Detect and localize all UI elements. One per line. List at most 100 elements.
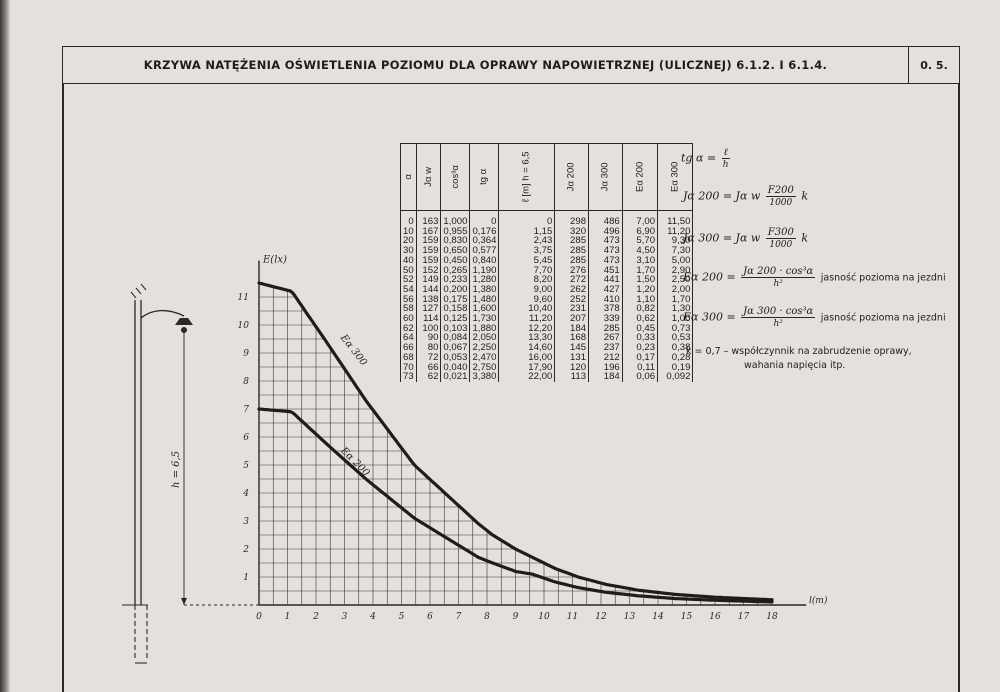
table-cell: 10,40 [498, 304, 556, 315]
table-cell: 1,380 [469, 285, 500, 295]
table-row: 62 100 0,103 1,880 12,20 184 285 0,45 0,73 [400, 324, 694, 334]
x-tick-label: 12 [595, 612, 607, 622]
table-header-cell: tg α [469, 143, 500, 211]
x-tick-label: 3 [342, 612, 348, 622]
chart-curves [257, 281, 774, 604]
y-tick-label: 4 [242, 489, 249, 499]
x-tick-label: 1 [285, 612, 291, 622]
table-cell: 3,380 [469, 372, 500, 382]
table-cell: 73 [400, 372, 417, 382]
table-row: 40 159 0,450 0,840 5,45 285 473 3,10 5,00 [400, 256, 694, 266]
table-cell: 1,480 [469, 294, 500, 305]
pole-insulator [130, 291, 137, 299]
curve-Eα-200 [257, 407, 774, 604]
table-cell: 0,364 [469, 236, 500, 247]
table-cell: 22,00 [498, 372, 556, 382]
x-axis-title: l(m) [809, 595, 828, 606]
table-cell: 1,15 [498, 226, 556, 237]
frame-right-border [958, 84, 960, 692]
formula-e200-num: Jα 200 · cos³α [741, 266, 816, 278]
formula-e200-lhs: Eα 200 = [683, 270, 736, 284]
table-header-cell: α [400, 143, 417, 211]
formula-j200-k: k [801, 189, 808, 203]
x-tick-label: 9 [513, 612, 519, 622]
chart-grid [258, 283, 773, 605]
table-header-cell: Eα 200 [621, 143, 659, 211]
x-tick-label: 18 [766, 612, 778, 622]
y-tick-label: 8 [243, 377, 249, 387]
frame-left-border [62, 84, 64, 692]
table-cell: 1,190 [469, 265, 500, 276]
formula-j300-k: k [801, 231, 808, 245]
page-code: 0. 5. [920, 58, 948, 72]
formula-j300-den: 1000 [769, 240, 793, 250]
table-header-label: ℓ [m] h = 6,5 [521, 151, 533, 203]
table-cell: 11,20 [498, 314, 556, 324]
page-binding-edge [0, 0, 10, 692]
x-tick-label: 2 [312, 612, 319, 622]
lamp-pole-drawing: h = 6,5 [122, 283, 259, 664]
y-tick-label: 11 [238, 293, 249, 303]
table-row: 0 163 1,000 0 0 298 486 7,00 11,50 [400, 210, 694, 227]
pole-insulator [135, 287, 142, 295]
lamp-head [175, 318, 193, 325]
table-header-cell: Eα 300 [657, 143, 694, 211]
formula-e300-num: Jα 300 · cos³α [741, 306, 816, 318]
table-row: 64 90 0,084 2,050 13,30 168 267 0,33 0,53 [400, 333, 694, 344]
height-arrow [181, 598, 187, 605]
pole-insulator [140, 283, 147, 291]
table-cell: 8,20 [498, 275, 556, 285]
table-header-label: Jα 200 [565, 162, 577, 192]
table-cell: 0,38 [657, 343, 694, 353]
x-tick-label: 5 [399, 612, 405, 622]
pole-height-label: h = 6,5 [171, 451, 182, 488]
formula-j300-num: F300 [765, 227, 796, 239]
y-tick-label: 5 [243, 461, 249, 471]
table-cell: 2,050 [469, 333, 500, 344]
table-cell: 14,60 [498, 343, 556, 353]
x-tick-label: 13 [624, 612, 636, 622]
formula-e300-lhs: Eα 300 = [683, 310, 736, 324]
formula-k-line1: k = 0,7 – współczynnik na zabrudzenie op… [686, 346, 912, 357]
table-cell: 1,000 [440, 210, 471, 227]
table-cell: 486 [588, 210, 623, 227]
table-header-label: α [402, 174, 414, 180]
table-cell: 1,00 [657, 314, 694, 324]
x-tick-label: 15 [681, 612, 693, 622]
table-cell: 13,30 [498, 333, 556, 344]
x-tick-label: 7 [456, 612, 462, 622]
formula-j200-lhs: Jα 200 = Jα w [683, 189, 761, 203]
x-tick-label: 6 [427, 612, 433, 622]
table-row: 10 167 0,955 0,176 1,15 320 496 6,90 11,20 [400, 226, 694, 237]
table-cell: 0,577 [469, 246, 500, 256]
table-row: 66 80 0,067 2,250 14,60 145 237 0,23 0,38 [400, 343, 694, 353]
table-cell: 1,600 [469, 304, 500, 315]
table-cell: 0,176 [469, 226, 500, 237]
table-cell: 0,73 [657, 324, 694, 334]
table-cell: 7,30 [657, 246, 694, 256]
y-tick-label: 2 [242, 545, 249, 555]
table-cell: 1,280 [469, 275, 500, 285]
formula-j300: Jα 300 = Jα w F300 1000 k [683, 227, 808, 250]
x-tick-label: 4 [369, 612, 376, 622]
table-cell: 12,20 [498, 324, 556, 334]
table-cell: 2,750 [469, 362, 500, 373]
table-cell: 5,45 [498, 256, 556, 266]
x-tick-label: 16 [709, 612, 721, 622]
table-header-label: Eα 200 [634, 161, 646, 193]
table-cell: 0,28 [657, 353, 694, 363]
table-cell: 0,06 [621, 372, 659, 382]
table-header-cell: Jα 200 [554, 143, 590, 211]
formula-tg-num: ℓ [721, 147, 730, 159]
table-cell: 7,00 [621, 210, 659, 227]
table-cell: 16,00 [498, 353, 556, 363]
table-cell: 3,75 [498, 246, 556, 256]
y-tick-label: 6 [243, 433, 249, 443]
y-tick-label: 9 [243, 349, 249, 359]
table-cell: 2,250 [469, 343, 500, 353]
table-cell: 0 [469, 210, 500, 227]
table-header-label: Jα 300 [599, 162, 611, 192]
formula-j200-den: 1000 [769, 198, 793, 208]
